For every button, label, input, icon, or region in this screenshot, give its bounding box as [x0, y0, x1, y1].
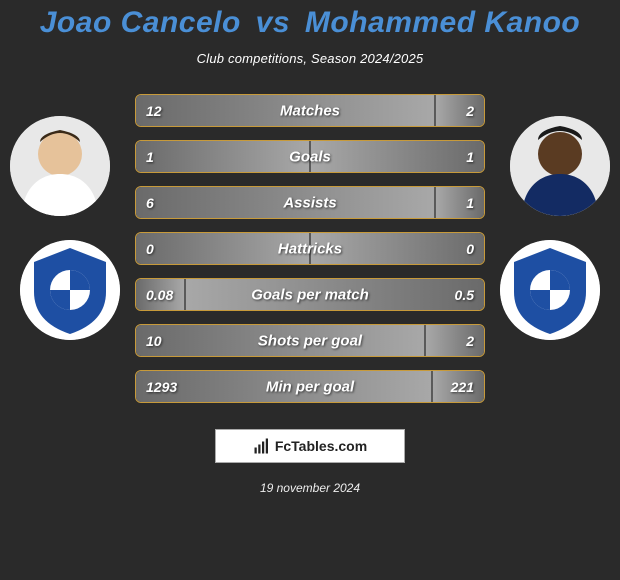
stat-value-left: 1293: [146, 379, 177, 395]
club-badge-icon: [500, 240, 600, 340]
stat-value-right: 1: [466, 149, 474, 165]
stat-row: 0.08 0.5 Goals per match: [135, 278, 485, 311]
title-player2: Mohammed Kanoo: [305, 6, 580, 39]
stat-fill-right: [435, 187, 484, 218]
stat-row: 10 2 Shots per goal: [135, 324, 485, 357]
player1-club-badge: [20, 240, 120, 340]
stat-value-right: 0.5: [455, 287, 474, 303]
stat-value-right: 2: [466, 103, 474, 119]
stat-label: Min per goal: [266, 378, 354, 395]
stat-value-right: 1: [466, 195, 474, 211]
stat-fill-right: [425, 325, 484, 356]
stat-rows: 12 2 Matches 1 1 Goals 6 1 Assists 0 0 Hattricks 0.0…: [135, 94, 485, 403]
stat-value-left: 6: [146, 195, 154, 211]
stat-row: 1 1 Goals: [135, 140, 485, 173]
stat-value-left: 10: [146, 333, 162, 349]
title-player1: Joao Cancelo: [40, 6, 241, 39]
stat-label: Hattricks: [278, 240, 342, 257]
stat-value-left: 0.08: [146, 287, 173, 303]
brand-text: FcTables.com: [275, 438, 367, 454]
person-icon: [510, 116, 610, 216]
comparison-panel: 12 2 Matches 1 1 Goals 6 1 Assists 0 0 Hattricks 0.0…: [0, 94, 620, 403]
stat-label: Assists: [283, 194, 336, 211]
stat-value-left: 0: [146, 241, 154, 257]
person-icon: [10, 116, 110, 216]
player1-avatar: [10, 116, 110, 216]
stat-row: 6 1 Assists: [135, 186, 485, 219]
title-vs: vs: [256, 6, 290, 39]
stat-row: 1293 221 Min per goal: [135, 370, 485, 403]
subtitle: Club competitions, Season 2024/2025: [197, 51, 424, 66]
player2-club-badge: [500, 240, 600, 340]
stat-row: 12 2 Matches: [135, 94, 485, 127]
stat-fill-left: [136, 141, 310, 172]
brand-logo-icon: [253, 437, 271, 455]
stat-label: Matches: [280, 102, 340, 119]
stat-value-right: 0: [466, 241, 474, 257]
stat-value-left: 1: [146, 149, 154, 165]
stat-value-right: 221: [451, 379, 474, 395]
stat-row: 0 0 Hattricks: [135, 232, 485, 265]
player2-avatar: [510, 116, 610, 216]
stat-value-right: 2: [466, 333, 474, 349]
stat-fill-right: [435, 95, 484, 126]
stat-value-left: 12: [146, 103, 162, 119]
stat-fill-right: [310, 141, 484, 172]
stat-label: Goals per match: [251, 286, 369, 303]
comparison-title: Joao Cancelo vs Mohammed Kanoo: [40, 6, 580, 39]
stat-label: Goals: [289, 148, 331, 165]
club-badge-icon: [20, 240, 120, 340]
stat-label: Shots per goal: [258, 332, 362, 349]
brand-box: FcTables.com: [215, 429, 405, 463]
date-text: 19 november 2024: [260, 481, 360, 495]
